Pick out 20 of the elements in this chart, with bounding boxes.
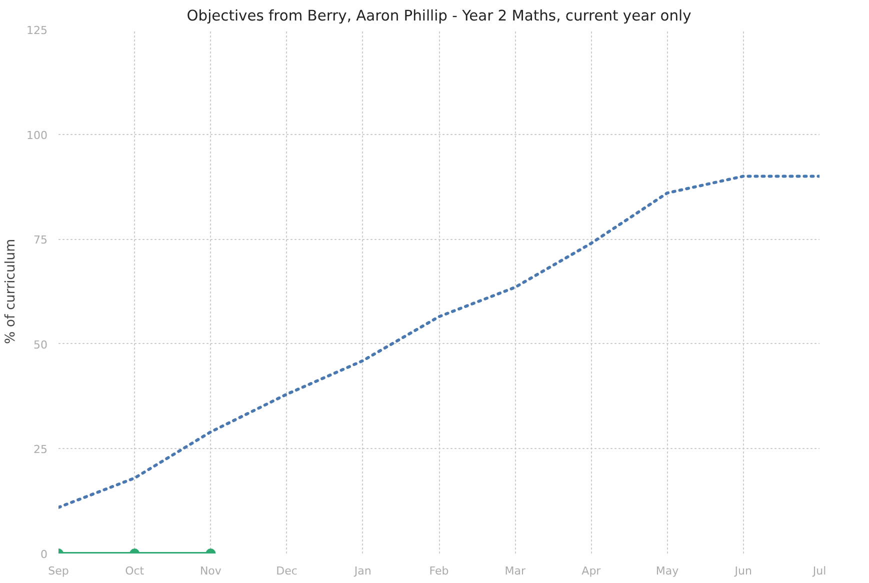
y-axis-title: % of curriculum bbox=[4, 238, 19, 344]
line-series bbox=[58, 174, 820, 509]
y-tick-label: 25 bbox=[34, 443, 48, 456]
y-tick-label: 75 bbox=[34, 234, 48, 247]
x-tick-label: Apr bbox=[582, 564, 602, 578]
x-tick-label: Jul bbox=[812, 564, 826, 578]
chart-title: Objectives from Berry, Aaron Phillip - Year 2 Maths, current year only bbox=[186, 8, 692, 24]
x-tick-label: Oct bbox=[125, 564, 145, 578]
x-tick-label: Feb bbox=[429, 564, 449, 578]
y-tick-label: 125 bbox=[26, 24, 48, 37]
y-tick-label: 50 bbox=[34, 338, 48, 352]
y-tick-label: 100 bbox=[26, 128, 48, 142]
x-tick-label: Mar bbox=[504, 564, 526, 578]
y-tick-label: 0 bbox=[40, 548, 48, 561]
x-tick-label: Nov bbox=[200, 564, 222, 578]
x-tick-label: Dec bbox=[276, 564, 298, 578]
x-tick-label: Jan bbox=[353, 564, 372, 578]
x-tick-label: May bbox=[656, 564, 680, 578]
x-tick-label: Sep bbox=[48, 564, 69, 578]
x-tick-label: Jun bbox=[734, 564, 752, 578]
